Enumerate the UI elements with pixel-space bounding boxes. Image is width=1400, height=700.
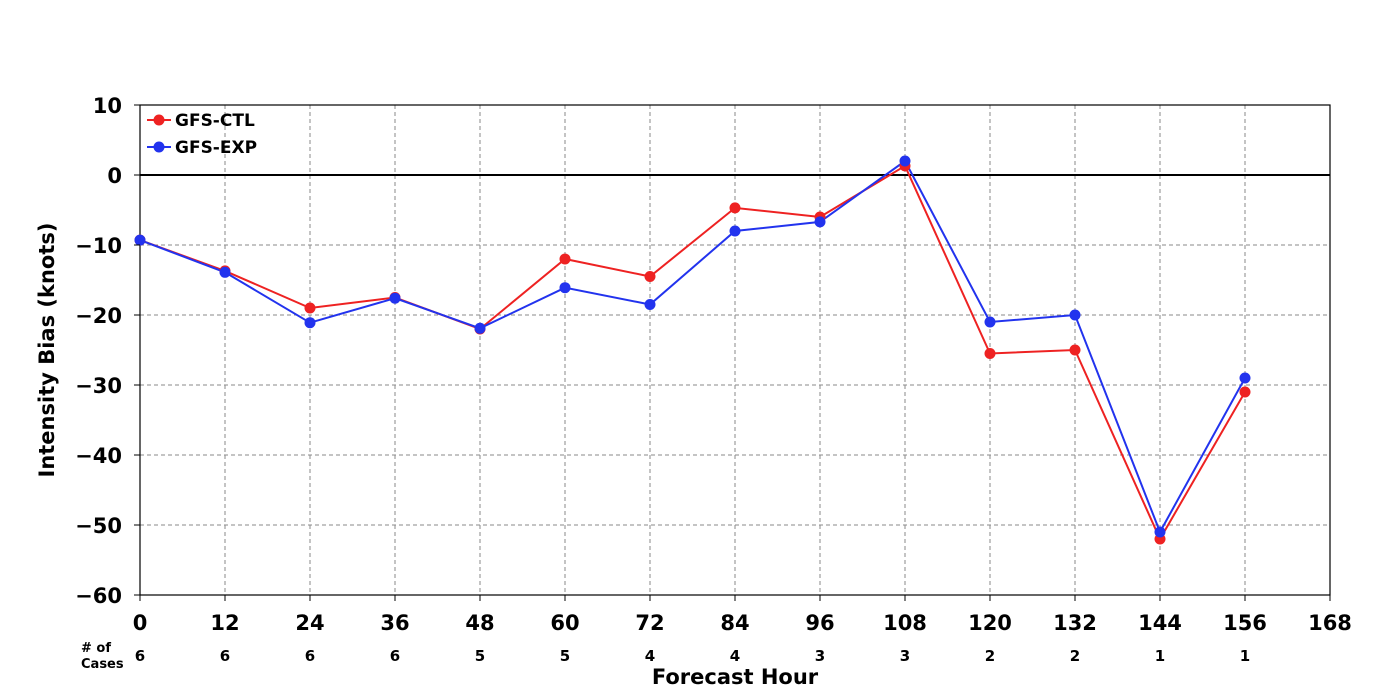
x-tick-label: 0 xyxy=(133,611,148,635)
x-tick-label: 156 xyxy=(1223,611,1267,635)
legend-label: GFS-EXP xyxy=(175,138,257,158)
series-line-gfs-exp xyxy=(139,159,1246,535)
x-tick-label: 36 xyxy=(380,611,409,635)
x-tick-label: 132 xyxy=(1053,611,1097,635)
legend-marker xyxy=(153,114,165,126)
data-point-gfs-ctl xyxy=(984,348,996,359)
y-tick-label: −60 xyxy=(75,584,122,608)
x-tick-label: 48 xyxy=(465,611,494,635)
series-line-gfs-ctl xyxy=(139,164,1246,542)
case-count: 3 xyxy=(900,647,910,665)
data-point-gfs-exp xyxy=(474,322,486,334)
case-count: 5 xyxy=(475,647,485,665)
x-tick-label: 24 xyxy=(295,611,324,635)
data-point-gfs-exp xyxy=(134,234,146,246)
case-count: 1 xyxy=(1155,647,1165,665)
x-tick-label: 96 xyxy=(805,611,834,635)
data-point-gfs-exp xyxy=(219,266,231,278)
data-point-gfs-exp xyxy=(389,292,401,304)
x-tick-label: 12 xyxy=(210,611,239,635)
case-count: 4 xyxy=(645,647,655,665)
y-tick-label: −20 xyxy=(75,304,122,328)
x-tick-label: 60 xyxy=(550,611,579,635)
y-axis-title: Intensity Bias (knots) xyxy=(35,223,59,478)
case-count: 4 xyxy=(730,647,740,665)
data-point-gfs-exp xyxy=(814,216,826,228)
data-point-gfs-ctl xyxy=(1069,344,1081,356)
cases-row: # of Cases 6 6 6 6 5 5 4 4 3 3 2 2 1 1 xyxy=(81,641,1250,672)
x-tick-label: 108 xyxy=(883,611,927,635)
y-tick-label: −50 xyxy=(75,514,122,538)
x-tick-label: 120 xyxy=(968,611,1012,635)
data-point-gfs-exp xyxy=(1154,526,1166,538)
data-point-gfs-ctl xyxy=(1239,386,1251,398)
cases-label-line2: Cases xyxy=(81,657,124,672)
y-tick-label: −10 xyxy=(75,234,122,258)
case-count: 3 xyxy=(815,647,825,665)
legend: GFS-CTL GFS-EXP xyxy=(147,111,257,158)
y-tick-label: 10 xyxy=(93,94,122,118)
case-count: 5 xyxy=(560,647,570,665)
x-tick-label: 84 xyxy=(720,611,749,635)
data-point-gfs-exp xyxy=(984,316,996,328)
y-axis-ticks: 10 0 −10 −20 −30 −40 −50 −60 xyxy=(75,94,140,608)
legend-marker xyxy=(153,141,165,153)
data-point-gfs-ctl xyxy=(644,271,656,282)
data-series xyxy=(134,155,1251,545)
grid-lines xyxy=(140,105,1330,595)
x-tick-label: 72 xyxy=(635,611,664,635)
case-count: 2 xyxy=(1070,647,1080,665)
cases-label-line1: # of xyxy=(81,641,111,656)
legend-label: GFS-CTL xyxy=(175,111,255,131)
case-count: 6 xyxy=(135,647,145,665)
case-count: 6 xyxy=(390,647,400,665)
data-point-gfs-exp xyxy=(304,317,316,329)
y-tick-label: −40 xyxy=(75,444,122,468)
data-point-gfs-exp xyxy=(1069,309,1081,321)
data-point-gfs-exp xyxy=(729,225,741,237)
x-tick-label: 144 xyxy=(1138,611,1182,635)
case-count: 6 xyxy=(220,647,230,665)
data-point-gfs-exp xyxy=(1239,372,1251,384)
x-axis-ticks: 0 12 24 36 48 60 72 84 96 108 120 132 144 156 168 xyxy=(133,595,1352,635)
x-axis-title: Forecast Hour xyxy=(652,665,819,689)
data-point-gfs-exp xyxy=(644,299,656,310)
data-point-gfs-ctl xyxy=(729,202,741,214)
data-point-gfs-exp xyxy=(899,155,911,167)
x-tick-label: 168 xyxy=(1308,611,1352,635)
data-point-gfs-ctl xyxy=(304,302,316,314)
case-count: 6 xyxy=(305,647,315,665)
y-tick-label: 0 xyxy=(107,164,122,188)
case-count: 2 xyxy=(985,647,995,665)
case-count: 1 xyxy=(1240,647,1250,665)
data-point-gfs-ctl xyxy=(559,253,571,265)
data-point-gfs-exp xyxy=(559,282,571,294)
y-tick-label: −30 xyxy=(75,374,122,398)
